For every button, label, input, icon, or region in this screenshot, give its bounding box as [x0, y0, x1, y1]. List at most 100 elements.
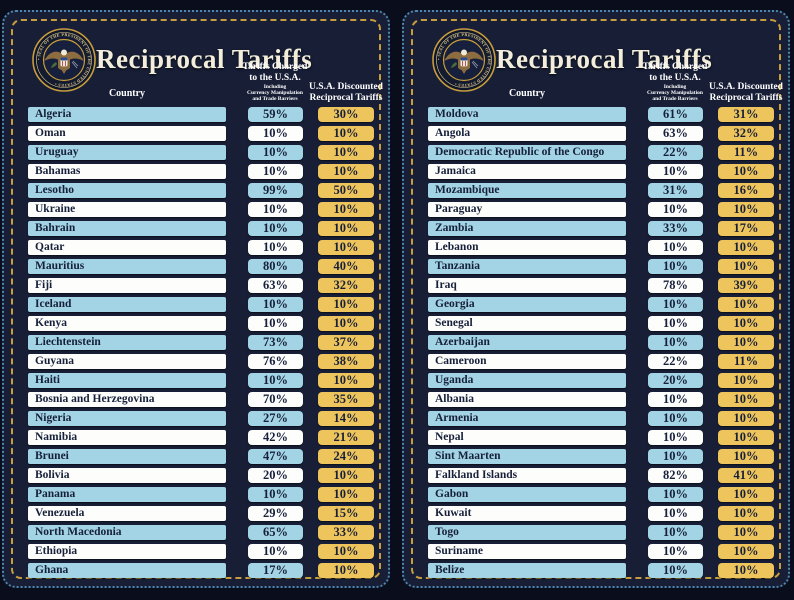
- country-cell: Mozambique: [428, 183, 626, 198]
- country-cell: Lebanon: [428, 240, 626, 255]
- country-cell: Guyana: [28, 354, 226, 369]
- country-cell: Iceland: [28, 297, 226, 312]
- charged-tariff-cell: 10%: [648, 506, 703, 521]
- charged-tariff-cell: 10%: [248, 221, 303, 236]
- table-row: Bosnia and Herzegovina 70% 35%: [4, 392, 388, 407]
- table-row: Sint Maarten 10% 10%: [404, 449, 788, 464]
- discounted-tariff-cell: 11%: [718, 354, 774, 369]
- discounted-tariff-cell: 15%: [318, 506, 374, 521]
- country-cell: Iraq: [428, 278, 626, 293]
- charged-tariff-cell: 59%: [248, 107, 303, 122]
- discounted-tariff-cell: 10%: [718, 563, 774, 578]
- table-row: Zambia 33% 17%: [404, 221, 788, 236]
- tariff-panel-left: • SEAL OF THE PRESIDENT OF THE UNITED ST…: [2, 10, 390, 588]
- presidential-seal-icon: • SEAL OF THE PRESIDENT OF THE UNITED ST…: [32, 28, 96, 92]
- country-cell: Ghana: [28, 563, 226, 578]
- discounted-tariff-cell: 10%: [318, 487, 374, 502]
- country-cell: Albania: [428, 392, 626, 407]
- discounted-tariff-cell: 17%: [718, 221, 774, 236]
- table-row: Mauritius 80% 40%: [4, 259, 388, 274]
- country-cell: Azerbaijan: [428, 335, 626, 350]
- discounted-tariff-cell: 10%: [718, 164, 774, 179]
- charged-column-subheader: Including Currency Manipulation and Trad…: [647, 84, 703, 102]
- table-row: Namibia 42% 21%: [4, 430, 388, 445]
- country-cell: Venezuela: [28, 506, 226, 521]
- country-cell: Armenia: [428, 411, 626, 426]
- country-cell: Falkland Islands: [428, 468, 626, 483]
- country-cell: Bahamas: [28, 164, 226, 179]
- table-row: Qatar 10% 10%: [4, 240, 388, 255]
- discounted-tariff-cell: 10%: [718, 259, 774, 274]
- discounted-tariff-cell: 10%: [318, 240, 374, 255]
- discounted-tariff-cell: 10%: [318, 202, 374, 217]
- charged-tariff-cell: 10%: [648, 297, 703, 312]
- country-cell: Suriname: [428, 544, 626, 559]
- table-row: Uganda 20% 10%: [404, 373, 788, 388]
- country-cell: Moldova: [428, 107, 626, 122]
- charged-tariff-cell: 63%: [248, 278, 303, 293]
- table-row: Iraq 78% 39%: [404, 278, 788, 293]
- country-cell: Bosnia and Herzegovina: [28, 392, 226, 407]
- discounted-tariff-cell: 16%: [718, 183, 774, 198]
- discounted-tariff-cell: 24%: [318, 449, 374, 464]
- charged-tariff-cell: 22%: [648, 145, 703, 160]
- country-cell: Democratic Republic of the Congo: [428, 145, 626, 160]
- discounted-tariff-cell: 10%: [718, 240, 774, 255]
- table-row: Oman 10% 10%: [4, 126, 388, 141]
- country-cell: Belize: [428, 563, 626, 578]
- discounted-tariff-cell: 30%: [318, 107, 374, 122]
- discounted-tariff-cell: 10%: [318, 126, 374, 141]
- table-row: Paraguay 10% 10%: [404, 202, 788, 217]
- charged-tariff-cell: 10%: [648, 202, 703, 217]
- country-cell: Ukraine: [28, 202, 226, 217]
- table-row: Senegal 10% 10%: [404, 316, 788, 331]
- country-column-header: Country: [108, 88, 146, 99]
- discounted-tariff-cell: 10%: [318, 297, 374, 312]
- country-cell: Algeria: [28, 107, 226, 122]
- discounted-tariff-cell: 10%: [318, 316, 374, 331]
- charged-tariff-cell: 10%: [648, 525, 703, 540]
- table-row: Lebanon 10% 10%: [404, 240, 788, 255]
- charged-tariff-cell: 20%: [248, 468, 303, 483]
- discounted-tariff-cell: 50%: [318, 183, 374, 198]
- table-row: Democratic Republic of the Congo 22% 11%: [404, 145, 788, 160]
- country-cell: Uganda: [428, 373, 626, 388]
- charged-tariff-cell: 10%: [648, 563, 703, 578]
- table-row: North Macedonia 65% 33%: [4, 525, 388, 540]
- discounted-tariff-cell: 10%: [718, 430, 774, 445]
- discounted-tariff-cell: 14%: [318, 411, 374, 426]
- charged-tariff-cell: 10%: [648, 240, 703, 255]
- discounted-tariff-cell: 11%: [718, 145, 774, 160]
- discounted-column-header: U.S.A. Discounted Reciprocal Tariffs: [309, 82, 383, 103]
- table-row: Azerbaijan 10% 10%: [404, 335, 788, 350]
- eagle-emblem-icon: [444, 49, 484, 74]
- discounted-column-header: U.S.A. Discounted Reciprocal Tariffs: [709, 82, 783, 103]
- table-row: Iceland 10% 10%: [4, 297, 388, 312]
- charged-tariff-cell: 70%: [248, 392, 303, 407]
- discounted-tariff-cell: 37%: [318, 335, 374, 350]
- charged-tariff-cell: 17%: [248, 563, 303, 578]
- discounted-tariff-cell: 32%: [318, 278, 374, 293]
- discounted-tariff-cell: 40%: [318, 259, 374, 274]
- country-cell: Ethiopia: [28, 544, 226, 559]
- charged-tariff-cell: 10%: [248, 126, 303, 141]
- presidential-seal-icon: • SEAL OF THE PRESIDENT OF THE UNITED ST…: [432, 28, 496, 92]
- charged-tariff-cell: 80%: [248, 259, 303, 274]
- discounted-tariff-cell: 35%: [318, 392, 374, 407]
- tariff-panel-right: • SEAL OF THE PRESIDENT OF THE UNITED ST…: [402, 10, 790, 588]
- table-row: Tanzania 10% 10%: [404, 259, 788, 274]
- charged-tariff-cell: 10%: [248, 145, 303, 160]
- country-cell: Jamaica: [428, 164, 626, 179]
- charged-tariff-cell: 10%: [648, 392, 703, 407]
- table-row: Nepal 10% 10%: [404, 430, 788, 445]
- charged-tariff-cell: 10%: [648, 259, 703, 274]
- discounted-tariff-cell: 10%: [718, 525, 774, 540]
- tariff-table: Algeria 59% 30% Oman 10% 10% Uruguay 10% 10% Baha…: [4, 107, 388, 582]
- charged-column-header: Tariffs Charged to the U.S.A.: [242, 62, 308, 83]
- table-row: Albania 10% 10%: [404, 392, 788, 407]
- table-row: Armenia 10% 10%: [404, 411, 788, 426]
- discounted-tariff-cell: 33%: [318, 525, 374, 540]
- country-cell: Uruguay: [28, 145, 226, 160]
- discounted-tariff-cell: 10%: [718, 392, 774, 407]
- discounted-tariff-cell: 10%: [318, 468, 374, 483]
